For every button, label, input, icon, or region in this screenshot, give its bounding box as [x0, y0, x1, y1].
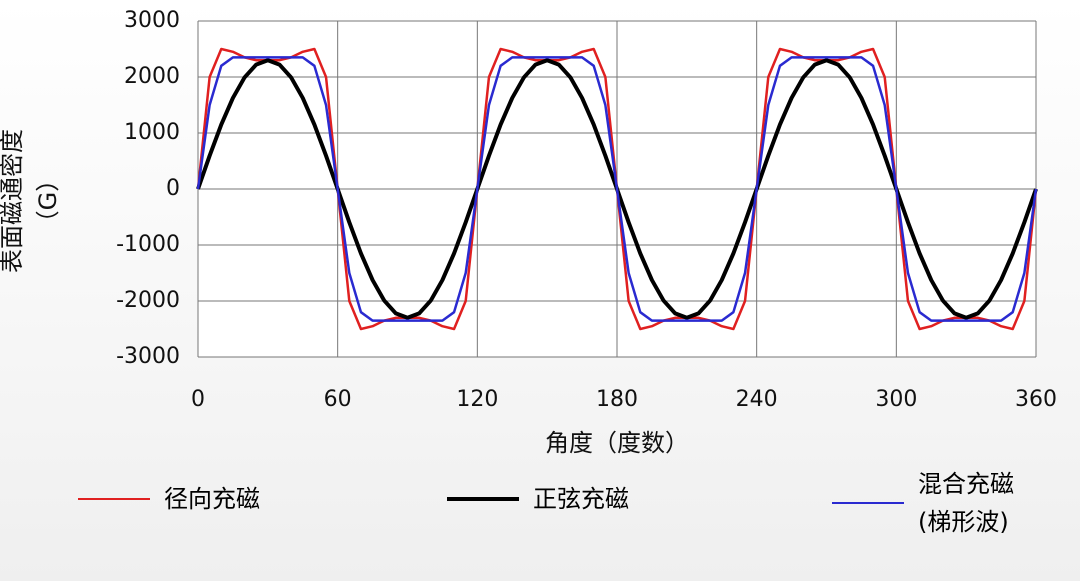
legend-item: 混合充磁 (梯形波) [832, 465, 1014, 542]
legend-label: 正弦充磁 [533, 485, 629, 513]
legend-label: 混合充磁 (梯形波) [918, 470, 1014, 537]
x-tick-label: 0 [191, 387, 205, 412]
y-tick-label: -1000 [116, 232, 180, 257]
x-tick-label: 300 [875, 387, 917, 412]
x-tick-label: 60 [324, 387, 352, 412]
x-tick-label: 180 [596, 387, 638, 412]
y-tick-label: 2000 [124, 64, 180, 89]
x-tick-label: 120 [456, 387, 498, 412]
y-tick-label: 1000 [124, 120, 180, 145]
y-tick-label: 3000 [124, 8, 180, 33]
y-tick-label: -2000 [116, 288, 180, 313]
legend-swatch [447, 497, 519, 502]
x-tick-label: 240 [736, 387, 778, 412]
y-tick-label: -3000 [116, 344, 180, 369]
series-line [196, 56, 1038, 322]
legend-swatch [832, 502, 904, 505]
legend-swatch [78, 498, 150, 501]
y-axis-label: 表面磁通密度 （G） [0, 129, 62, 273]
legend-label: 径向充磁 [164, 485, 260, 513]
legend-item: 径向充磁 [78, 480, 260, 518]
legend-item: 正弦充磁 [447, 480, 629, 518]
x-tick-label: 360 [1015, 387, 1057, 412]
y-tick-label: 0 [166, 176, 180, 201]
x-axis-label: 角度（度数） [545, 429, 689, 457]
